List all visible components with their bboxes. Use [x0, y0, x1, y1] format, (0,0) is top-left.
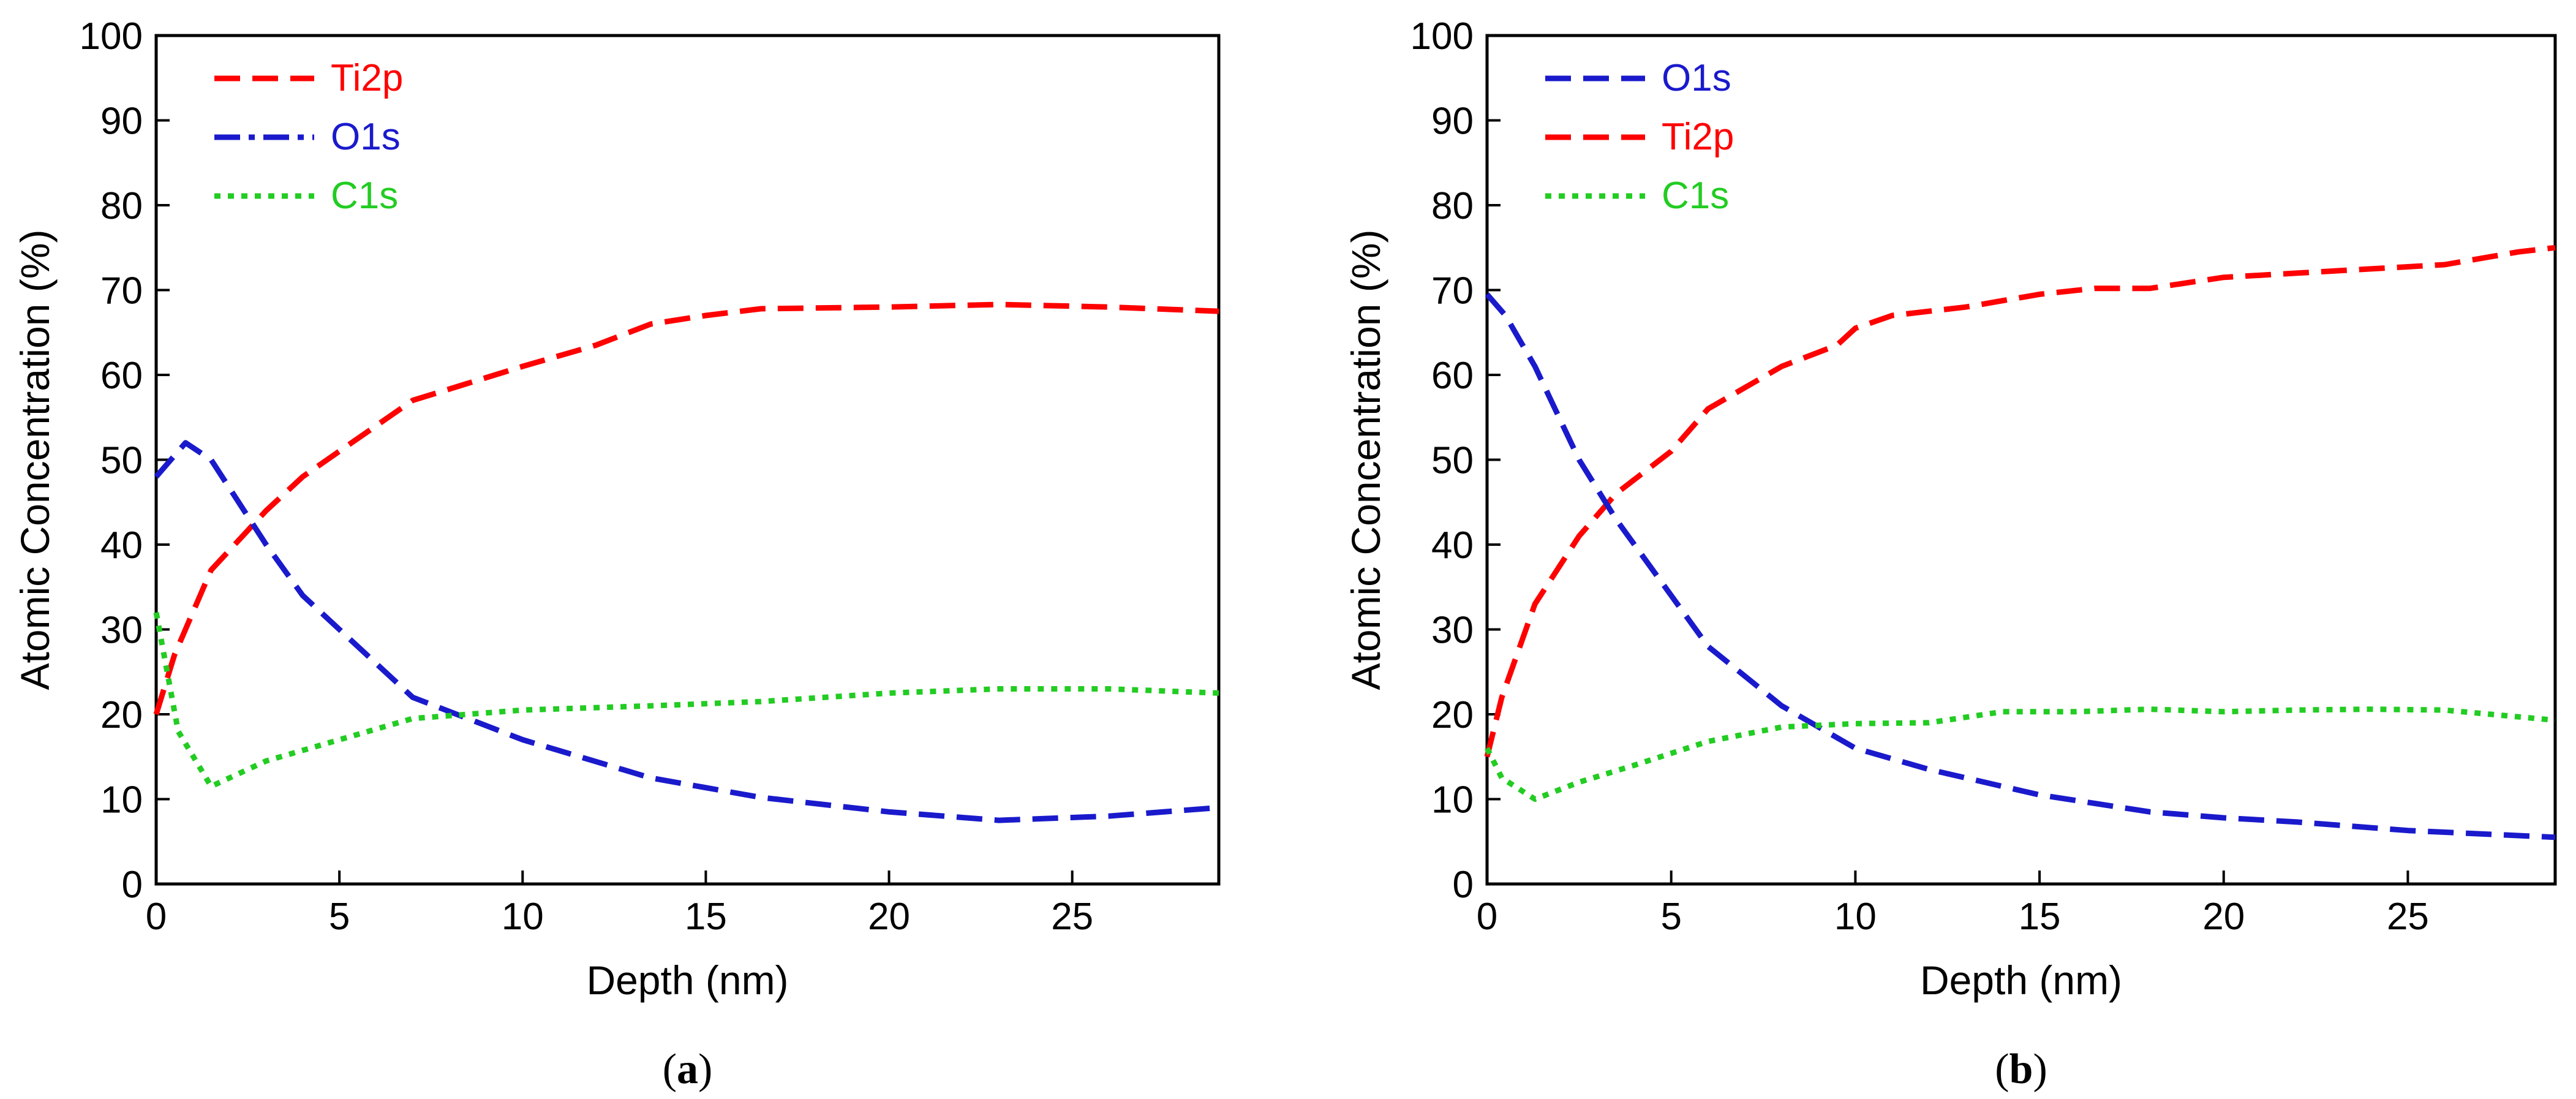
panel-label-close: )	[2033, 1046, 2047, 1093]
panel-label-letter: a	[677, 1046, 698, 1093]
y-tick-label: 0	[1453, 864, 1474, 906]
panel-label-open: (	[1995, 1046, 2009, 1093]
y-tick-label: 80	[100, 185, 143, 227]
legend-label: Ti2p	[1662, 116, 1734, 158]
y-tick-label: 60	[100, 355, 143, 397]
legend-label: Ti2p	[331, 57, 403, 99]
panel-label: (a)	[663, 1046, 713, 1093]
y-tick-label: 10	[1431, 779, 1474, 821]
legend-label: C1s	[331, 175, 398, 217]
legend-item: C1s	[1545, 175, 1729, 217]
y-axis-title: Atomic Concentration (%)	[12, 230, 58, 690]
series-layer	[153, 301, 1219, 823]
y-tick-label: 80	[1431, 185, 1474, 227]
y-tick-label: 100	[80, 15, 143, 58]
chart-panel-b: 0 5 10 15 20 25 0 10 20 30 40 50 60 70 80 90 100 O1s Ti2p…	[1343, 15, 2557, 1093]
panel-label-open: (	[663, 1046, 677, 1093]
legend-item: O1s	[214, 116, 401, 158]
x-axis-title: Depth (nm)	[586, 957, 788, 1003]
legend-item: O1s	[1545, 57, 1731, 99]
legend: Ti2p O1s C1s	[214, 57, 403, 217]
series-layer	[1484, 244, 2556, 840]
y-tick-label: 40	[100, 524, 143, 567]
x-axis-title: Depth (nm)	[1920, 957, 2122, 1003]
x-tick-label: 10	[502, 896, 544, 938]
y-tick-label: 90	[100, 100, 143, 143]
legend-item: Ti2p	[1545, 116, 1734, 158]
y-tick-label: 20	[100, 694, 143, 736]
y-tick-label: 50	[1431, 440, 1474, 482]
y-tick-label: 60	[1431, 355, 1474, 397]
legend-label: O1s	[331, 116, 401, 158]
y-tick-label: 90	[1431, 100, 1474, 143]
x-tick-label: 15	[685, 896, 727, 938]
legend-item: C1s	[214, 175, 398, 217]
y-tick-label: 40	[1431, 524, 1474, 567]
x-tick-label: 5	[329, 896, 350, 938]
panel-label-close: )	[698, 1046, 712, 1093]
y-tick-label: 50	[100, 440, 143, 482]
legend-label: C1s	[1662, 175, 1729, 217]
legend-label: O1s	[1662, 57, 1731, 99]
x-tick-label: 5	[1660, 896, 1681, 938]
y-tick-label: 70	[100, 270, 143, 312]
series-line-c1s	[1484, 706, 2556, 802]
x-tick-label: 20	[868, 896, 910, 938]
y-tick-label: 10	[100, 779, 143, 821]
axis-ticks: 0 5 10 15 20 25 0 10 20 30 40 50 60 70 80 90 100	[1410, 15, 2429, 938]
legend: O1s Ti2p C1s	[1545, 57, 1734, 217]
x-tick-label: 20	[2202, 896, 2245, 938]
legend-item: Ti2p	[214, 57, 403, 99]
x-tick-label: 10	[1834, 896, 1877, 938]
series-line-ti2p	[1484, 244, 2556, 758]
y-tick-label: 30	[100, 610, 143, 652]
panel-label: (b)	[1995, 1046, 2047, 1093]
x-tick-label: 25	[2387, 896, 2429, 938]
x-tick-label: 15	[2019, 896, 2061, 938]
panel-label-letter: b	[2009, 1046, 2033, 1093]
axis-ticks: 0 5 10 15 20 25 0 10 20 30 40 50 60 70 80 90 100	[80, 15, 1094, 938]
x-tick-label: 0	[1477, 896, 1497, 938]
series-line-o1s	[154, 440, 1219, 823]
y-tick-label: 70	[1431, 270, 1474, 312]
y-tick-label: 0	[122, 864, 143, 906]
series-line-c1s	[153, 611, 1219, 790]
chart-panel-a: 0 5 10 15 20 25 0 10 20 30 40 50 60 70 80 90 100 Ti2p O1s…	[12, 15, 1221, 1093]
series-line-ti2p	[153, 301, 1219, 716]
y-tick-label: 20	[1431, 694, 1474, 736]
y-tick-label: 30	[1431, 610, 1474, 652]
y-axis-title: Atomic Concentration (%)	[1343, 230, 1388, 690]
x-tick-label: 0	[146, 896, 167, 938]
x-tick-label: 25	[1051, 896, 1093, 938]
y-tick-label: 100	[1410, 15, 1474, 58]
